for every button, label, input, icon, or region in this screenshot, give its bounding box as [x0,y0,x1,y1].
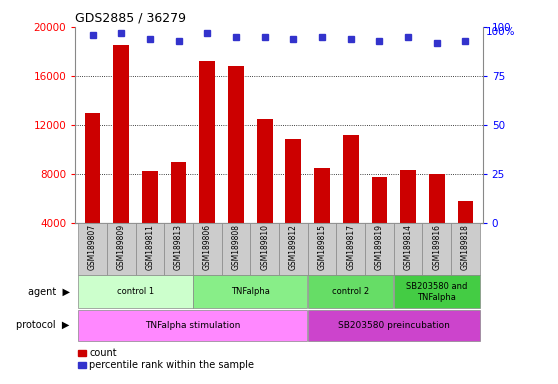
Bar [113,45,129,272]
Text: agent  ▶: agent ▶ [28,287,70,297]
Text: GSM189816: GSM189816 [432,224,441,270]
Text: count: count [89,348,117,358]
Text: GSM189817: GSM189817 [346,224,355,270]
Bar [228,66,244,272]
Text: GSM189814: GSM189814 [403,224,412,270]
Text: GDS2885 / 36279: GDS2885 / 36279 [75,11,186,24]
Text: 100%: 100% [485,27,515,37]
Bar [193,275,307,308]
Text: GSM189809: GSM189809 [117,224,126,270]
Bar [307,310,479,341]
Text: GSM189806: GSM189806 [203,224,212,270]
Text: GSM189819: GSM189819 [375,224,384,270]
Text: control 2: control 2 [332,287,369,296]
Bar [365,223,394,275]
Bar [78,310,307,341]
Bar [336,223,365,275]
Bar [429,174,445,272]
Bar [279,223,307,275]
Text: GSM189815: GSM189815 [318,224,326,270]
Text: GSM189813: GSM189813 [174,224,183,270]
Bar [458,201,473,272]
Bar [222,223,251,275]
Text: TNFalpha stimulation: TNFalpha stimulation [145,321,240,330]
Text: SB203580 preincubation: SB203580 preincubation [338,321,450,330]
Bar [85,113,100,272]
Bar [164,223,193,275]
Text: GSM189811: GSM189811 [146,224,155,270]
Bar [307,275,393,308]
Bar [394,275,479,308]
Text: TNFalpha: TNFalpha [231,287,270,296]
Text: SB203580 and
TNFalpha: SB203580 and TNFalpha [406,282,468,301]
Text: GSM189810: GSM189810 [260,224,269,270]
Bar [286,139,301,272]
Bar [78,275,193,308]
Bar [257,119,272,272]
Text: GSM189818: GSM189818 [461,224,470,270]
Bar [372,177,387,272]
Bar [142,171,158,272]
Text: GSM189808: GSM189808 [232,224,240,270]
Text: percentile rank within the sample: percentile rank within the sample [89,360,254,370]
Bar [307,223,336,275]
Text: protocol  ▶: protocol ▶ [16,320,70,331]
Bar [107,223,136,275]
Text: GSM189812: GSM189812 [289,224,298,270]
Bar [171,162,186,272]
Bar [422,223,451,275]
Bar [451,223,480,275]
Bar [199,61,215,272]
Text: control 1: control 1 [117,287,154,296]
Bar [343,135,359,272]
Bar [193,223,222,275]
Bar [78,223,107,275]
Bar [251,223,279,275]
Bar [136,223,164,275]
Bar [314,168,330,272]
Text: GSM189807: GSM189807 [88,224,97,270]
Bar [400,170,416,272]
Bar [394,223,422,275]
